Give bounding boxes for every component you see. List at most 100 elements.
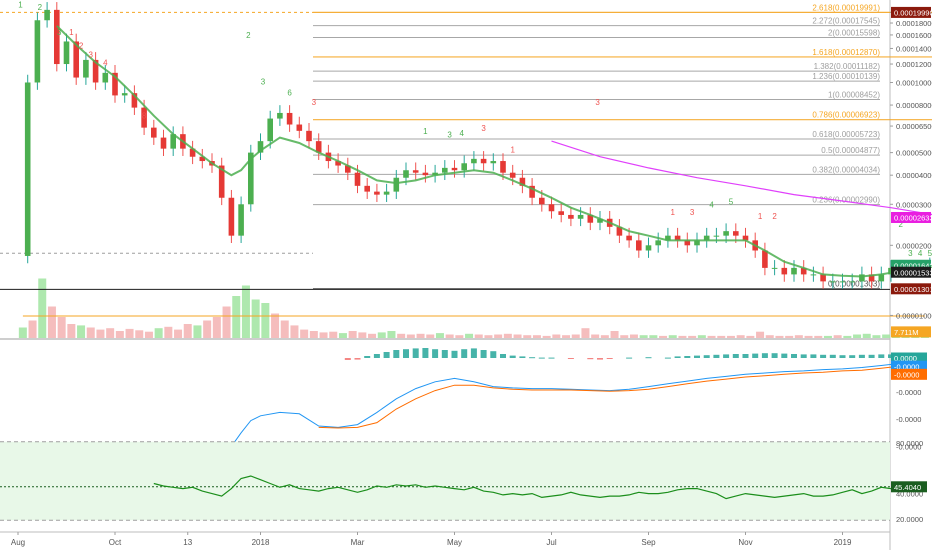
candle-body [481, 159, 487, 163]
candle-body [442, 168, 448, 173]
price-tick-label: 0.00014000 [896, 44, 932, 53]
macd-histogram-bar [743, 354, 749, 358]
volume-bar [184, 324, 192, 338]
candle-body [636, 240, 642, 250]
volume-bar [300, 330, 308, 338]
macd-histogram-bar [345, 358, 351, 360]
candle-body [151, 128, 157, 138]
td-count-label: 1 [423, 127, 428, 136]
candle-body [461, 163, 467, 170]
candle-body [83, 60, 89, 78]
macd-histogram-bar [403, 349, 409, 358]
td-count-label: 2 [38, 3, 43, 12]
macd-histogram-bar [781, 354, 787, 358]
candle-body [229, 198, 235, 236]
td-count-label: 3 [312, 98, 317, 107]
macd-badge-label: -0.0000 [894, 371, 919, 380]
macd-histogram-bar [384, 352, 390, 358]
td-count-label: 2 [772, 212, 777, 221]
time-tick-label: 2019 [834, 538, 852, 547]
fib-level-label: 0.236(0.00002990) [812, 196, 880, 205]
volume-bar [417, 334, 425, 338]
td-count-label: 3 [481, 124, 486, 133]
volume-bar [310, 331, 318, 338]
volume-bar [339, 333, 347, 338]
macd-histogram-bar [859, 355, 865, 358]
price-tick-label: 0.00008000 [896, 101, 932, 110]
volume-bar [523, 335, 531, 338]
candle-body [35, 20, 41, 82]
time-tick-label: May [447, 538, 462, 547]
fib-level-label: 0.786(0.00006923) [812, 111, 880, 120]
candle-body [161, 138, 167, 149]
macd-histogram-bar [694, 356, 700, 358]
candle-body [452, 168, 458, 170]
macd-histogram-bar [733, 354, 739, 358]
volume-bar [242, 286, 250, 339]
candle-body [413, 170, 419, 172]
macd-histogram-bar [607, 358, 613, 359]
volume-bar [494, 335, 502, 339]
candle-body [384, 192, 390, 195]
volume-bar [863, 334, 871, 338]
td-count-label: 2 [246, 31, 251, 40]
macd-histogram-bar [597, 358, 603, 360]
volume-bar [164, 327, 172, 338]
price-tick-label: 0.00018000 [896, 19, 932, 28]
macd-histogram-bar [713, 355, 719, 358]
volume-bar [426, 335, 434, 339]
volume-bar [698, 335, 706, 338]
candle-body [374, 192, 380, 195]
volume-bar [397, 334, 405, 338]
volume-bar [843, 336, 851, 338]
td-count-label: 4 [918, 249, 923, 258]
volume-bar [213, 317, 221, 338]
time-tick-label: Mar [351, 538, 365, 547]
candle-body [723, 231, 729, 235]
volume-bar [320, 332, 328, 338]
macd-histogram-bar [752, 354, 758, 358]
price-badge-label: 0.00001301 [894, 285, 932, 294]
td-count-label: 5 [928, 249, 932, 258]
volume-bar [717, 336, 725, 338]
price-tick-label: 0.00005000 [896, 149, 932, 158]
price-tick-label: 0.00012000 [896, 60, 932, 69]
volume-bar [795, 335, 803, 338]
volume-bar [746, 336, 754, 338]
volume-bar [38, 279, 46, 339]
candle-body [54, 10, 60, 64]
macd-axis-label: -0.0000 [896, 388, 921, 397]
candle-body [394, 178, 400, 192]
td-count-label: 3 [595, 98, 600, 107]
volume-bar [145, 332, 153, 338]
macd-histogram-bar [810, 354, 816, 358]
candle-body [578, 215, 584, 219]
macd-histogram-bar [646, 357, 652, 358]
fib-level-label: 1(0.00008452) [828, 91, 880, 100]
volume-bar [775, 336, 783, 338]
candle-body [64, 41, 70, 64]
macd-histogram-bar [762, 353, 768, 358]
macd-histogram-bar [422, 348, 428, 358]
candle-body [762, 250, 768, 267]
macd-histogram-bar [529, 357, 535, 358]
volume-bar [329, 332, 337, 338]
fib-level-label: 0.618(0.00005723) [812, 130, 880, 139]
td-count-label: 1 [69, 28, 74, 37]
time-tick-label: 13 [183, 538, 192, 547]
candle-body [44, 10, 50, 20]
candle-body [840, 281, 846, 282]
volume-bar [533, 335, 541, 338]
volume-bar [349, 331, 357, 338]
volume-bar [378, 332, 386, 338]
price-tick-label: 0.00002000 [896, 241, 932, 250]
price-tick-label: 0.00006500 [896, 122, 932, 131]
volume-bar [155, 328, 163, 338]
macd-histogram-bar [510, 356, 516, 358]
td-count-label: 8 [142, 112, 147, 121]
candle-body [830, 281, 836, 282]
volume-bar [601, 335, 609, 338]
price-badge-label: 0.00019990 [894, 9, 932, 18]
